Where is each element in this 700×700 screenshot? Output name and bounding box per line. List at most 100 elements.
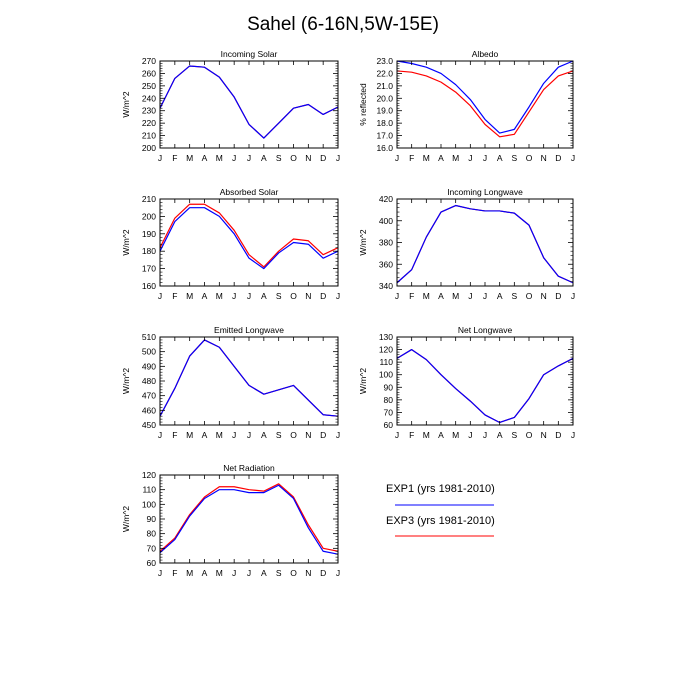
series-line-exp1-net-longwave (396, 348, 574, 424)
x-tick-label: M (452, 153, 459, 163)
x-tick-label: D (320, 291, 326, 301)
x-tick-label: J (395, 153, 399, 163)
x-tick-label: J (336, 430, 340, 440)
y-tick-label: 510 (142, 332, 156, 342)
x-tick-label: J (336, 291, 340, 301)
y-tick-label: 60 (147, 558, 157, 568)
x-tick-label: O (290, 430, 297, 440)
x-tick-label: J (571, 430, 575, 440)
x-tick-label: M (216, 153, 223, 163)
y-tick-label: 200 (142, 143, 156, 153)
y-tick-label: 230 (142, 106, 156, 116)
x-tick-label: F (409, 153, 414, 163)
panel-incoming-solar: J F M A M J J A S O N D J200210220230240250260270Inc… (121, 49, 340, 163)
y-tick-label: 180 (142, 246, 156, 256)
x-tick-label: N (305, 430, 311, 440)
x-tick-label: J (158, 568, 162, 578)
x-tick-label: J (158, 291, 162, 301)
x-tick-label: J (247, 568, 251, 578)
panel-emitted-longwave: J F M A M J J A S O N D J450460470480490500510Emitte… (121, 325, 340, 440)
y-tick-label: 100 (142, 499, 156, 509)
x-tick-label: F (409, 291, 414, 301)
x-tick-label: J (336, 568, 340, 578)
y-tick-label: 22.0 (376, 68, 393, 78)
x-tick-label: S (511, 291, 517, 301)
y-axis-label-incoming-solar: W/m^2 (121, 91, 131, 117)
y-tick-label: 120 (142, 470, 156, 480)
x-tick-label: M (186, 430, 193, 440)
y-tick-label: 380 (379, 238, 393, 248)
y-tick-label: 190 (142, 229, 156, 239)
x-tick-label: A (438, 153, 444, 163)
y-tick-label: 70 (147, 543, 157, 553)
y-tick-label: 210 (142, 131, 156, 141)
x-tick-label: J (483, 153, 487, 163)
x-tick-label: M (423, 153, 430, 163)
x-tick-label: N (305, 153, 311, 163)
y-tick-label: 460 (142, 405, 156, 415)
x-tick-label: A (202, 430, 208, 440)
y-tick-label: 120 (379, 345, 393, 355)
panel-title-incoming-longwave: Incoming Longwave (447, 187, 523, 197)
y-tick-label: 420 (379, 194, 393, 204)
panel-title-incoming-solar: Incoming Solar (221, 49, 278, 59)
y-tick-label: 110 (379, 357, 393, 367)
y-tick-label: 23.0 (376, 56, 393, 66)
x-tick-label: J (468, 153, 472, 163)
legend-label-exp3: EXP3 (yrs 1981-2010) (386, 515, 495, 527)
y-tick-label: 400 (379, 216, 393, 226)
x-tick-label: A (261, 153, 267, 163)
x-tick-label: M (423, 291, 430, 301)
x-tick-label: S (276, 430, 282, 440)
y-tick-label: 60 (384, 420, 394, 430)
x-tick-label: J (468, 430, 472, 440)
x-tick-label: A (497, 430, 503, 440)
x-tick-label: J (468, 291, 472, 301)
x-tick-label: A (497, 291, 503, 301)
y-tick-label: 260 (142, 68, 156, 78)
panel-title-absorbed-solar: Absorbed Solar (220, 187, 279, 197)
x-tick-label: M (216, 568, 223, 578)
x-tick-label: F (172, 568, 177, 578)
series-line-exp1-incoming-longwave (396, 204, 574, 284)
y-tick-label: 500 (142, 347, 156, 357)
panel-albedo: J F M A M J J A S O N D J16.017.018.019.020.021.022.… (358, 49, 575, 163)
x-tick-label: A (261, 291, 267, 301)
panel-title-albedo: Albedo (472, 49, 499, 59)
y-tick-label: 90 (384, 382, 394, 392)
x-tick-label: M (186, 568, 193, 578)
x-tick-label: O (526, 153, 533, 163)
x-tick-label: J (232, 291, 236, 301)
x-tick-label: S (511, 153, 517, 163)
x-tick-label: D (555, 153, 561, 163)
series-line-exp1-incoming-solar (159, 65, 339, 139)
y-tick-label: 80 (147, 529, 157, 539)
x-tick-label: J (247, 430, 251, 440)
y-tick-label: 490 (142, 361, 156, 371)
y-tick-label: 470 (142, 391, 156, 401)
x-tick-label: A (202, 568, 208, 578)
x-tick-label: A (261, 430, 267, 440)
x-tick-label: O (290, 568, 297, 578)
x-tick-label: J (158, 430, 162, 440)
figure-title: Sahel (6-16N,5W-15E) (247, 14, 439, 35)
x-tick-label: S (276, 568, 282, 578)
legend-label-exp1: EXP1 (yrs 1981-2010) (386, 483, 495, 495)
y-axis-label-incoming-longwave: W/m^2 (358, 229, 368, 255)
y-tick-label: 20.0 (376, 93, 393, 103)
x-tick-label: N (305, 291, 311, 301)
y-tick-label: 270 (142, 56, 156, 66)
y-tick-label: 17.0 (376, 131, 393, 141)
x-tick-label: J (483, 291, 487, 301)
x-tick-label: J (158, 153, 162, 163)
y-tick-label: 360 (379, 259, 393, 269)
x-tick-label: M (216, 430, 223, 440)
series-line-exp3-albedo (396, 70, 574, 138)
x-tick-label: A (497, 153, 503, 163)
x-tick-label: F (409, 430, 414, 440)
series-line-exp3-absorbed-solar (159, 203, 339, 268)
x-tick-label: J (247, 153, 251, 163)
x-tick-label: M (186, 291, 193, 301)
y-tick-label: 250 (142, 81, 156, 91)
x-tick-label: O (526, 291, 533, 301)
